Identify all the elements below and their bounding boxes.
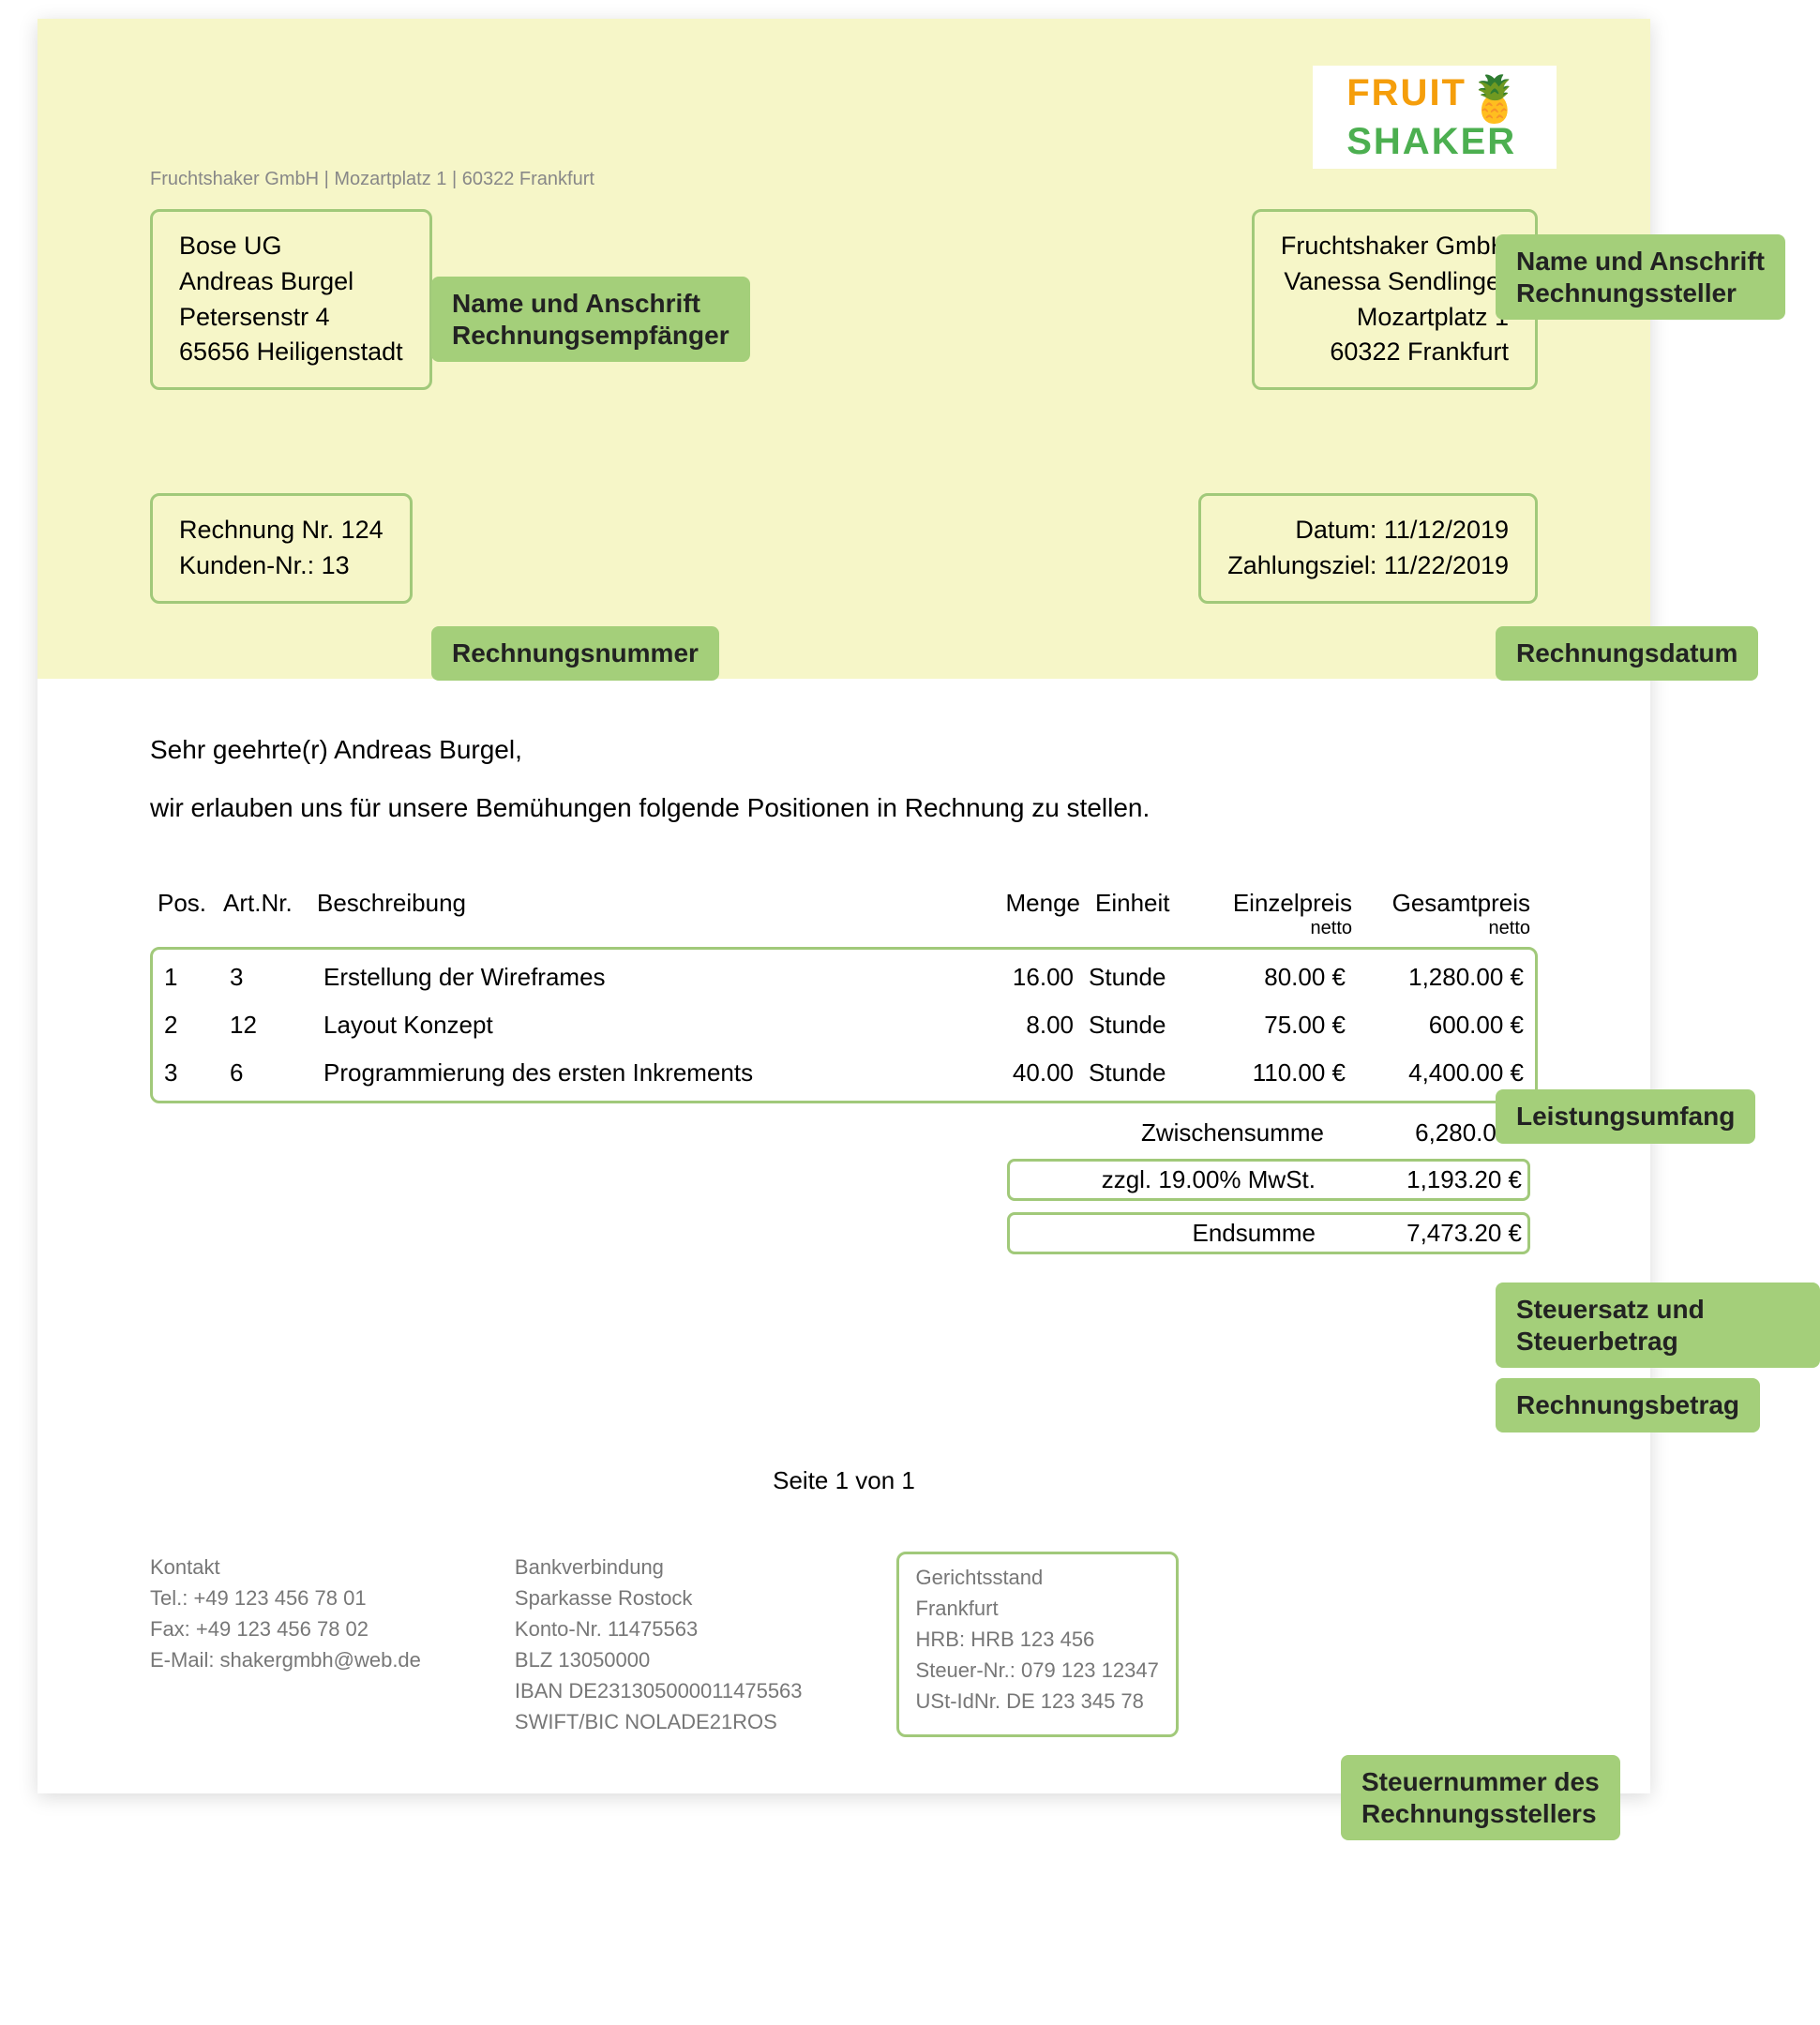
recipient-street: Petersenstr 4 — [179, 300, 403, 336]
footer-contact: Kontakt Tel.: +49 123 456 78 01 Fax: +49… — [150, 1552, 421, 1737]
col-pos: Pos. — [150, 879, 216, 943]
contact-title: Kontakt — [150, 1552, 421, 1582]
col-unitprice: Einzelpreisnetto — [1200, 879, 1360, 943]
invoice-date-box: Datum: 11/12/2019 Zahlungsziel: 11/22/20… — [1198, 493, 1538, 604]
cell-qty: 16.00 — [959, 953, 1081, 1001]
cell-qty: 40.00 — [959, 1049, 1081, 1097]
cell-unitprice: 75.00 € — [1194, 1001, 1353, 1049]
annotation-total: Rechnungsbetrag — [1496, 1378, 1760, 1432]
invoice-page: Name und Anschrift Rechnungsempfänger Re… — [38, 19, 1650, 1793]
pineapple-icon: 🍍 — [1467, 78, 1523, 123]
issuer-street: Mozartplatz 1 — [1281, 300, 1509, 336]
cell-unitprice: 110.00 € — [1194, 1049, 1353, 1097]
table-row: 212Layout Konzept8.00Stunde75.00 €600.00… — [157, 1001, 1531, 1049]
bank-name: Sparkasse Rostock — [515, 1582, 803, 1613]
cell-unit: Stunde — [1081, 1001, 1194, 1049]
recipient-contact: Andreas Burgel — [179, 264, 403, 300]
bank-iban: IBAN DE231305000011475563 — [515, 1675, 803, 1706]
bank-bic: SWIFT/BIC NOLADE21ROS — [515, 1706, 803, 1737]
sender-address-line: Fruchtshaker GmbH | Mozartplatz 1 | 6032… — [150, 169, 1594, 190]
totals-section: Zwischensumme 6,280.00 € zzgl. 19.00% Mw… — [150, 1113, 1538, 1260]
annotation-tax: Steuersatz und Steuerbetrag — [1496, 1282, 1820, 1368]
annotation-issuer: Name und Anschrift Rechnungssteller — [1496, 234, 1785, 320]
cell-unit: Stunde — [1081, 1049, 1194, 1097]
col-desc: Beschreibung — [309, 879, 966, 943]
logo-line1: FRUIT — [1346, 72, 1467, 113]
footer-bank: Bankverbindung Sparkasse Rostock Konto-N… — [515, 1552, 803, 1737]
recipient-address-box: Bose UG Andreas Burgel Petersenstr 4 656… — [150, 209, 432, 390]
invoice-date: Datum: 11/12/2019 — [1227, 513, 1509, 548]
cell-desc: Programmierung des ersten Inkrements — [316, 1049, 959, 1097]
table-row: 36Programmierung des ersten Inkrements40… — [157, 1049, 1531, 1097]
cell-total: 1,280.00 € — [1353, 953, 1531, 1001]
annotation-invoice-no: Rechnungsnummer — [431, 626, 719, 681]
col-qty: Menge — [966, 879, 1088, 943]
line-items-table: Pos. Art.Nr. Beschreibung Menge Einheit … — [150, 879, 1538, 943]
tax-row: zzgl. 19.00% MwSt. 1,193.20 € — [150, 1153, 1538, 1207]
customer-number: Kunden-Nr.: 13 — [179, 548, 384, 584]
legal-city: Frankfurt — [916, 1593, 1159, 1624]
grand-label: Endsumme — [1015, 1219, 1334, 1248]
invoice-body: Sehr geehrte(r) Andreas Burgel, wir erla… — [38, 679, 1650, 1495]
legal-hrb: HRB: HRB 123 456 — [916, 1624, 1159, 1655]
contact-tel: Tel.: +49 123 456 78 01 — [150, 1582, 421, 1613]
cell-pos: 3 — [157, 1049, 222, 1097]
annotation-date: Rechnungsdatum — [1496, 626, 1758, 681]
issuer-company: Fruchtshaker GmbH — [1281, 229, 1509, 264]
grand-total-row: Endsumme 7,473.20 € — [150, 1207, 1538, 1260]
invoice-number: Rechnung Nr. 124 — [179, 513, 384, 548]
col-total: Gesamtpreisnetto — [1360, 879, 1538, 943]
subtotal-row: Zwischensumme 6,280.00 € — [150, 1113, 1538, 1153]
cell-desc: Layout Konzept — [316, 1001, 959, 1049]
tax-value: 1,193.20 € — [1334, 1165, 1522, 1194]
invoice-header: FRUIT🍍 SHAKER Fruchtshaker GmbH | Mozart… — [38, 19, 1650, 679]
contact-fax: Fax: +49 123 456 78 02 — [150, 1613, 421, 1644]
annotation-taxid: Steuernummer des Rechnungsstellers — [1341, 1755, 1620, 1840]
cell-artnr: 12 — [222, 1001, 316, 1049]
legal-steuer: Steuer-Nr.: 079 123 12347 — [916, 1655, 1159, 1686]
grand-value: 7,473.20 € — [1334, 1219, 1522, 1248]
cell-desc: Erstellung der Wireframes — [316, 953, 959, 1001]
issuer-city: 60322 Frankfurt — [1281, 335, 1509, 370]
annotation-scope: Leistungsumfang — [1496, 1089, 1755, 1144]
issuer-contact: Vanessa Sendlinger — [1281, 264, 1509, 300]
cell-unitprice: 80.00 € — [1194, 953, 1353, 1001]
contact-email: E-Mail: shakergmbh@web.de — [150, 1644, 421, 1675]
bank-konto: Konto-Nr. 11475563 — [515, 1613, 803, 1644]
subtotal-label: Zwischensumme — [1024, 1118, 1343, 1148]
col-unit: Einheit — [1088, 879, 1200, 943]
bank-blz: BLZ 13050000 — [515, 1644, 803, 1675]
cell-artnr: 6 — [222, 1049, 316, 1097]
cell-pos: 2 — [157, 1001, 222, 1049]
legal-title: Gerichtsstand — [916, 1562, 1159, 1593]
tax-label: zzgl. 19.00% MwSt. — [1015, 1165, 1334, 1194]
line-items-box: 13Erstellung der Wireframes16.00Stunde80… — [150, 947, 1538, 1103]
cell-pos: 1 — [157, 953, 222, 1001]
table-row: 13Erstellung der Wireframes16.00Stunde80… — [157, 953, 1531, 1001]
invoice-footer: Kontakt Tel.: +49 123 456 78 01 Fax: +49… — [38, 1552, 1650, 1737]
bank-title: Bankverbindung — [515, 1552, 803, 1582]
invoice-number-box: Rechnung Nr. 124 Kunden-Nr.: 13 — [150, 493, 413, 604]
cell-qty: 8.00 — [959, 1001, 1081, 1049]
cell-total: 600.00 € — [1353, 1001, 1531, 1049]
col-artnr: Art.Nr. — [216, 879, 309, 943]
cell-unit: Stunde — [1081, 953, 1194, 1001]
cell-artnr: 3 — [222, 953, 316, 1001]
annotation-recipient: Name und Anschrift Rechnungsempfänger — [431, 277, 750, 362]
legal-ust: USt-IdNr. DE 123 345 78 — [916, 1686, 1159, 1717]
recipient-company: Bose UG — [179, 229, 403, 264]
intro-text: wir erlauben uns für unsere Bemühungen f… — [150, 793, 1538, 823]
salutation: Sehr geehrte(r) Andreas Burgel, — [150, 735, 1538, 765]
company-logo: FRUIT🍍 SHAKER — [1313, 66, 1557, 169]
footer-legal: Gerichtsstand Frankfurt HRB: HRB 123 456… — [896, 1552, 1179, 1737]
page-indicator: Seite 1 von 1 — [150, 1466, 1538, 1495]
recipient-city: 65656 Heiligenstadt — [179, 335, 403, 370]
payment-due: Zahlungsziel: 11/22/2019 — [1227, 548, 1509, 584]
document-canvas: Name und Anschrift Rechnungsempfänger Re… — [0, 19, 1820, 1793]
logo-line2: SHAKER — [1346, 121, 1516, 162]
